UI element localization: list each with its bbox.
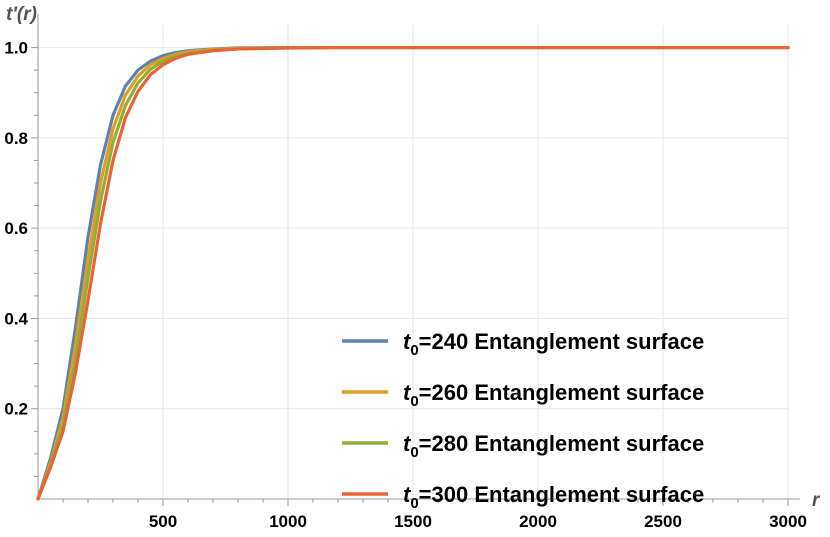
ticks: 500 1000 1500 2000 2500 3000 0.2 0.4 0.6 0.8 1.0 (4, 39, 807, 531)
x-tick-label: 2000 (519, 512, 557, 531)
y-tick-label: 1.0 (4, 39, 28, 58)
x-tick-label: 1000 (269, 512, 307, 531)
legend: t0=240 Entanglement surface t0=260 Entang… (342, 329, 704, 512)
x-axis-label: r (812, 490, 821, 511)
series-lines (36, 45, 790, 501)
grid (38, 25, 789, 499)
series-line-4 (36, 45, 790, 501)
y-tick-label: 0.8 (4, 129, 28, 148)
axes (37, 14, 800, 500)
x-tick-label: 500 (149, 512, 177, 531)
x-tick-label: 3000 (769, 512, 807, 531)
legend-label-3: t0=280 Entanglement surface (403, 431, 704, 461)
y-tick-label: 0.2 (4, 400, 28, 419)
x-tick-label: 2500 (644, 512, 682, 531)
x-tick-label: 1500 (394, 512, 432, 531)
legend-label-1: t0=240 Entanglement surface (403, 329, 704, 359)
y-tick-label: 0.6 (4, 219, 28, 238)
y-axis-label: t′(r) (6, 4, 37, 25)
legend-label-2: t0=260 Entanglement surface (403, 380, 704, 410)
legend-label-4: t0=300 Entanglement surface (403, 482, 704, 512)
y-tick-label: 0.4 (4, 309, 28, 328)
